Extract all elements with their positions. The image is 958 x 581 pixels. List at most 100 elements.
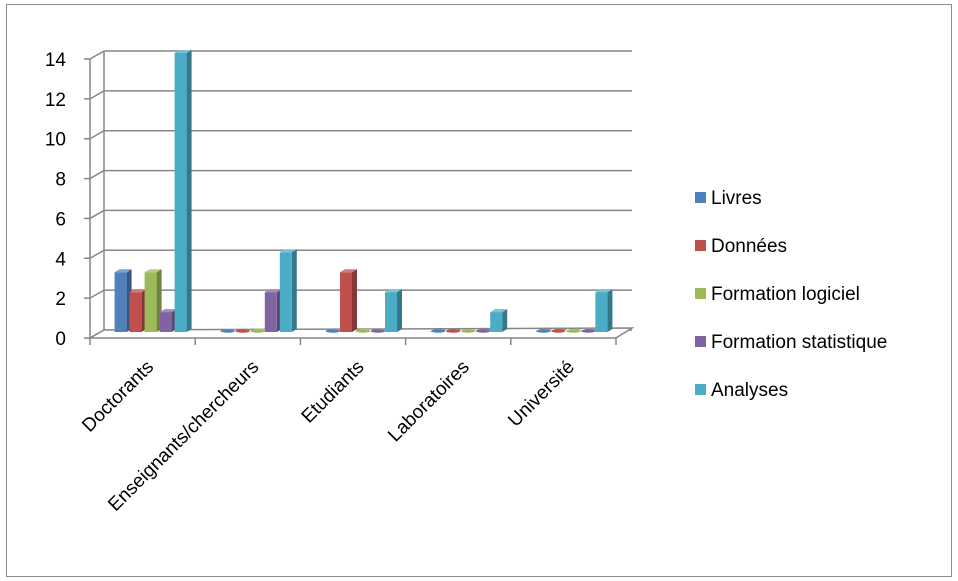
bar-données-2	[340, 269, 357, 332]
bar-formation-logiciel-1	[249, 329, 267, 333]
legend-swatch	[695, 336, 706, 347]
legend-item: Formation logiciel	[695, 284, 860, 305]
bar-livres-0	[114, 269, 132, 332]
bar-front	[159, 312, 172, 332]
bar-front	[114, 272, 127, 332]
legend-item: Livres	[695, 188, 762, 209]
legend-label: Analyses	[711, 380, 788, 401]
x-category-label: Etudiants	[298, 357, 369, 428]
bar-front	[279, 252, 292, 332]
bar-formation-logiciel-3	[460, 329, 478, 333]
bar-side	[352, 269, 357, 332]
legend-label: Livres	[711, 188, 762, 209]
bar-flat	[235, 329, 250, 333]
bar-front	[340, 272, 352, 332]
bar-données-0	[129, 289, 147, 332]
bars	[114, 50, 613, 333]
bar-flat	[551, 329, 566, 333]
legend-item: Données	[695, 236, 787, 257]
legend: Livres Données Formation logiciel Formation…	[695, 188, 887, 401]
y-tick-label: 4	[55, 249, 66, 270]
bar-front	[490, 312, 503, 332]
bar-livres-2	[325, 329, 342, 333]
bar-top	[595, 289, 613, 293]
x-category-label: Université	[504, 357, 579, 432]
gridline-side	[89, 50, 105, 60]
bar-side	[607, 289, 613, 332]
bar-flat	[356, 329, 370, 333]
bar-front	[144, 272, 157, 332]
bar-analyses-3	[490, 309, 508, 332]
bar-formation-logiciel-4	[565, 329, 583, 333]
legend-swatch	[695, 384, 706, 395]
y-tick-label: 2	[55, 289, 66, 310]
bar-front	[385, 292, 397, 332]
bar-formation-statistique-0	[159, 309, 177, 332]
bar-top	[174, 50, 192, 53]
bar-données-3	[445, 329, 463, 333]
bar-flat	[566, 329, 581, 333]
bar-side	[186, 50, 192, 332]
bar-front	[174, 53, 187, 332]
bar-flat	[220, 329, 235, 333]
bar-top	[129, 289, 147, 293]
legend-item: Analyses	[695, 380, 788, 401]
bar-analyses-0	[174, 50, 192, 332]
y-tick-label: 14	[45, 50, 67, 71]
bar-top	[279, 249, 297, 253]
bar-side	[397, 289, 402, 332]
bar-side	[502, 309, 508, 332]
bar-top	[264, 289, 282, 293]
bar-livres-4	[535, 329, 553, 333]
y-tick-label: 12	[45, 90, 66, 111]
bar-flat	[581, 329, 596, 333]
x-category-label: Laboratoires	[384, 357, 474, 447]
bar-top	[159, 309, 177, 313]
bar-flat	[476, 329, 491, 333]
legend-label: Formation statistique	[711, 332, 887, 353]
y-tick-label: 10	[45, 130, 66, 151]
bar-flat	[326, 329, 340, 333]
gridline-side	[89, 130, 105, 140]
bar-front	[129, 292, 142, 332]
bar-formation-logiciel-0	[144, 269, 162, 332]
bar-top	[385, 289, 402, 293]
bar-formation-logiciel-2	[355, 329, 372, 333]
y-tick-label: 8	[55, 170, 66, 191]
gridline-side	[89, 169, 105, 180]
legend-swatch	[695, 192, 706, 203]
bar-analyses-1	[279, 249, 297, 332]
bar-side	[291, 249, 297, 332]
gridline-side	[89, 209, 105, 220]
bar-top	[490, 309, 508, 313]
legend-swatch	[695, 288, 706, 299]
bar-analyses-4	[595, 289, 613, 332]
gridlines	[89, 50, 632, 339]
legend-item: Formation statistique	[695, 332, 887, 353]
bar-données-4	[550, 329, 568, 333]
bar-formation-statistique-4	[580, 329, 598, 333]
y-tick-label: 0	[55, 329, 66, 350]
bar-flat	[461, 329, 476, 333]
bar-front	[595, 292, 608, 332]
bar-front	[264, 292, 277, 332]
bar-livres-1	[219, 329, 237, 333]
gridline-side	[89, 90, 105, 100]
bar-flat	[250, 329, 265, 333]
bar-données-1	[234, 329, 252, 333]
legend-label: Données	[711, 236, 787, 257]
gridline-side	[89, 249, 105, 259]
y-tick-label: 6	[55, 209, 66, 230]
bar-formation-statistique-3	[475, 329, 493, 333]
bar-livres-3	[430, 329, 448, 333]
bar-top	[340, 269, 357, 273]
bar-top	[114, 269, 132, 273]
bar-flat	[431, 329, 446, 333]
bar-top	[144, 269, 162, 273]
x-category-label: Doctorants	[78, 357, 158, 437]
bar-formation-statistique-1	[264, 289, 282, 332]
gridline-side	[89, 289, 105, 299]
bar-flat	[371, 329, 385, 333]
legend-swatch	[695, 240, 706, 251]
